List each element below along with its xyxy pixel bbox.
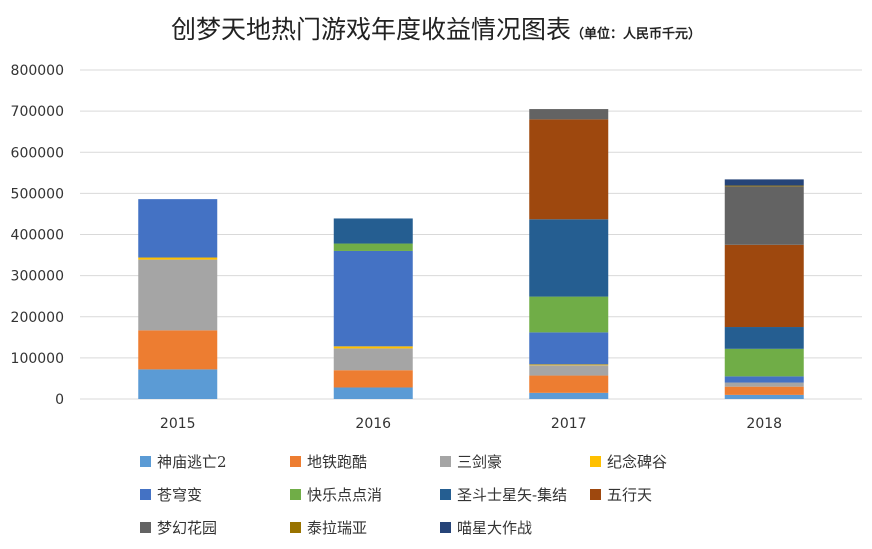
x-category-label: 2018 xyxy=(746,416,782,432)
legend-swatch xyxy=(290,488,301,500)
legend-item: 喵星大作战 xyxy=(440,515,590,539)
bar-segment xyxy=(333,218,413,244)
bar-segment xyxy=(138,199,218,258)
legend-label: 苍穹变 xyxy=(157,485,203,504)
legend-label: 三剑豪 xyxy=(457,452,503,471)
bar-segment xyxy=(529,365,609,376)
y-tick-label: 400000 xyxy=(11,228,64,244)
legend-item: 泰拉瑞亚 xyxy=(290,515,440,539)
legend-item: 五行天 xyxy=(590,482,740,506)
legend-item: 梦幻花园 xyxy=(140,515,290,539)
y-tick-label: 600000 xyxy=(11,145,64,161)
legend-item: 快乐点点消 xyxy=(290,482,440,506)
y-tick-label: 100000 xyxy=(11,351,64,367)
legend-item: 神庙逃亡2 xyxy=(140,449,290,473)
legend-label: 五行天 xyxy=(607,485,653,504)
legend-label: 泰拉瑞亚 xyxy=(307,518,368,537)
bar-segment xyxy=(724,186,804,245)
legend-label: 快乐点点消 xyxy=(307,485,383,504)
x-category-label: 2017 xyxy=(551,416,587,432)
legend-swatch xyxy=(590,455,601,467)
bar-segment xyxy=(724,394,804,399)
x-category-label: 2015 xyxy=(160,416,196,432)
legend-swatch xyxy=(290,455,301,467)
legend-swatch xyxy=(140,521,151,533)
bar-segment xyxy=(724,376,804,383)
legend-swatch xyxy=(140,455,151,467)
bar-segment xyxy=(333,243,413,251)
bar-segment xyxy=(724,185,804,187)
legend-label: 圣斗士星矢-集结 xyxy=(457,485,568,504)
bar-segment xyxy=(724,348,804,377)
legend-item: 纪念碑谷 xyxy=(590,449,740,473)
bar-segment xyxy=(724,179,804,186)
legend-swatch xyxy=(440,488,451,500)
legend-label: 喵星大作战 xyxy=(457,518,533,537)
y-tick-label: 0 xyxy=(55,392,64,408)
legend-swatch xyxy=(440,455,451,467)
bar-segment xyxy=(333,348,413,371)
legend-swatch xyxy=(440,521,451,533)
bar-segment xyxy=(529,364,609,366)
bar-segment xyxy=(333,387,413,399)
bar-segment xyxy=(724,386,804,395)
bar-segment xyxy=(138,257,218,260)
chart-legend: 神庙逃亡2 地铁跑酷 三剑豪 纪念碑谷苍穹变 快乐点点消 圣斗士星矢-集结 五行天梦幻花园 泰… xyxy=(140,449,860,539)
bar-segment xyxy=(529,392,609,399)
y-tick-label: 500000 xyxy=(11,186,64,202)
bar-segment xyxy=(333,370,413,388)
bar-segment xyxy=(138,259,218,331)
legend-swatch xyxy=(590,488,601,500)
bar-segment xyxy=(529,119,609,220)
chart-title-unit: （单位：人民币千元） xyxy=(571,27,702,42)
legend-item: 苍穹变 xyxy=(140,482,290,506)
bar-segment xyxy=(724,382,804,387)
bar-segment xyxy=(333,346,413,349)
x-category-label: 2016 xyxy=(355,416,391,432)
bar-segment xyxy=(529,375,609,393)
chart-title: 创梦天地热门游戏年度收益情况图表（单位：人民币千元） xyxy=(0,10,872,46)
chart-title-main: 创梦天地热门游戏年度收益情况图表 xyxy=(170,15,571,44)
bar-segment xyxy=(138,330,218,370)
bar-segment xyxy=(529,296,609,333)
bar-segment xyxy=(529,332,609,365)
bar-segment xyxy=(138,369,218,399)
legend-swatch xyxy=(140,488,151,500)
bar-segment xyxy=(333,250,413,347)
y-tick-label: 200000 xyxy=(11,310,64,326)
legend-swatch xyxy=(290,521,301,533)
legend-label: 神庙逃亡2 xyxy=(157,452,227,471)
bar-segment xyxy=(724,327,804,349)
bar-segment xyxy=(529,109,609,120)
bar-segment xyxy=(529,219,609,297)
y-tick-label: 800000 xyxy=(11,63,64,79)
legend-label: 纪念碑谷 xyxy=(607,452,668,471)
y-tick-label: 700000 xyxy=(11,104,64,120)
legend-item: 地铁跑酷 xyxy=(290,449,440,473)
legend-label: 梦幻花园 xyxy=(157,518,218,537)
legend-label: 地铁跑酷 xyxy=(307,452,368,471)
y-tick-label: 300000 xyxy=(11,269,64,285)
legend-item: 三剑豪 xyxy=(440,449,590,473)
legend-item: 圣斗士星矢-集结 xyxy=(440,482,590,506)
bar-segment xyxy=(724,244,804,328)
